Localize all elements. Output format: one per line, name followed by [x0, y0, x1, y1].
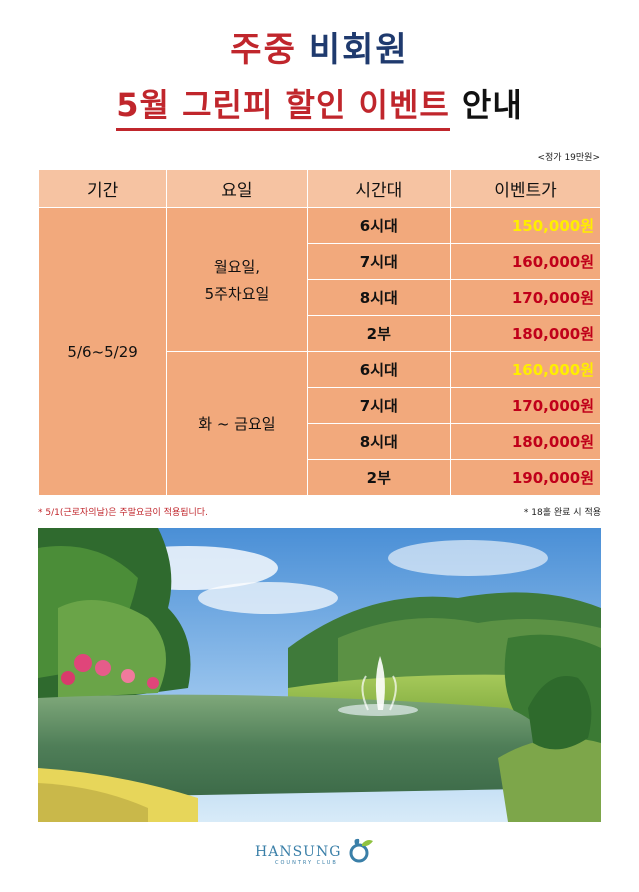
- header-days: 요일: [166, 169, 308, 208]
- slot-cell: 7시대: [306, 387, 451, 424]
- logo-sub: COUNTRY CLUB: [275, 860, 338, 866]
- table-row: 8시대 170,000원: [39, 279, 602, 316]
- price-cell: 160,000원: [449, 351, 602, 388]
- price-cell: 170,000원: [449, 387, 602, 424]
- holes-note: * 18홀 완료 시 적용: [523, 508, 601, 518]
- title-notice: 안내: [461, 86, 523, 124]
- price-table: 기간 요일 시간대 이벤트가 5/6~5/29 월요일, 5주차요일 6시대 1…: [37, 169, 602, 496]
- hansung-logo: HANSUNG COUNTRY CLUB: [255, 832, 385, 872]
- header-period: 기간: [37, 169, 168, 208]
- table-row: 7시대 170,000원: [39, 387, 602, 424]
- table-header-row: 기간 요일 시간대 이벤트가: [37, 169, 602, 208]
- table-row: 2부 180,000원: [39, 315, 602, 352]
- price-cell: 170,000원: [449, 279, 602, 316]
- days-line: 5주차요일: [204, 284, 270, 303]
- price-cell: 160,000원: [449, 243, 602, 280]
- slot-cell: 2부: [306, 459, 451, 496]
- logo-emblem-icon: [349, 838, 373, 863]
- title-line-1: 주중 비회원: [0, 22, 639, 71]
- period-cell: 5/6~5/29: [37, 207, 168, 496]
- regular-price-note: <정가 19만원>: [537, 153, 600, 163]
- holiday-note: * 5/1(근로자의날)은 주말요금이 적용됩니다.: [38, 508, 208, 518]
- price-cell: 150,000원: [449, 207, 602, 244]
- table-row: 2부 190,000원: [39, 459, 602, 496]
- days-line: 월요일,: [213, 257, 261, 276]
- table-row: 7시대 160,000원: [39, 243, 602, 280]
- slot-cell: 6시대: [306, 351, 451, 388]
- title-weekday: 주중: [230, 30, 297, 70]
- golf-course-pond-photo: [38, 528, 601, 822]
- header-time-slot: 시간대: [306, 169, 451, 208]
- days-cell-group2: 화 ~ 금요일: [166, 351, 308, 496]
- title-line-2: 5월 그린피 할인 이벤트 안내: [0, 80, 639, 131]
- slot-cell: 2부: [306, 315, 451, 352]
- slot-cell: 8시대: [306, 423, 451, 460]
- days-cell-group1: 월요일, 5주차요일: [166, 207, 308, 352]
- slot-cell: 6시대: [306, 207, 451, 244]
- table-row: 화 ~ 금요일 6시대 160,000원: [39, 351, 602, 496]
- title-event: 5월 그린피 할인 이벤트: [116, 80, 450, 131]
- header-event-price: 이벤트가: [449, 169, 602, 208]
- table-row: 5/6~5/29 월요일, 5주차요일 6시대 150,000원: [37, 207, 602, 496]
- price-cell: 190,000원: [449, 459, 602, 496]
- table-row: 8시대 180,000원: [39, 423, 602, 460]
- price-cell: 180,000원: [449, 315, 602, 352]
- slot-cell: 8시대: [306, 279, 451, 316]
- title-non-member: 비회원: [308, 30, 409, 70]
- price-cell: 180,000원: [449, 423, 602, 460]
- logo-name: HANSUNG: [255, 844, 342, 860]
- slot-cell: 7시대: [306, 243, 451, 280]
